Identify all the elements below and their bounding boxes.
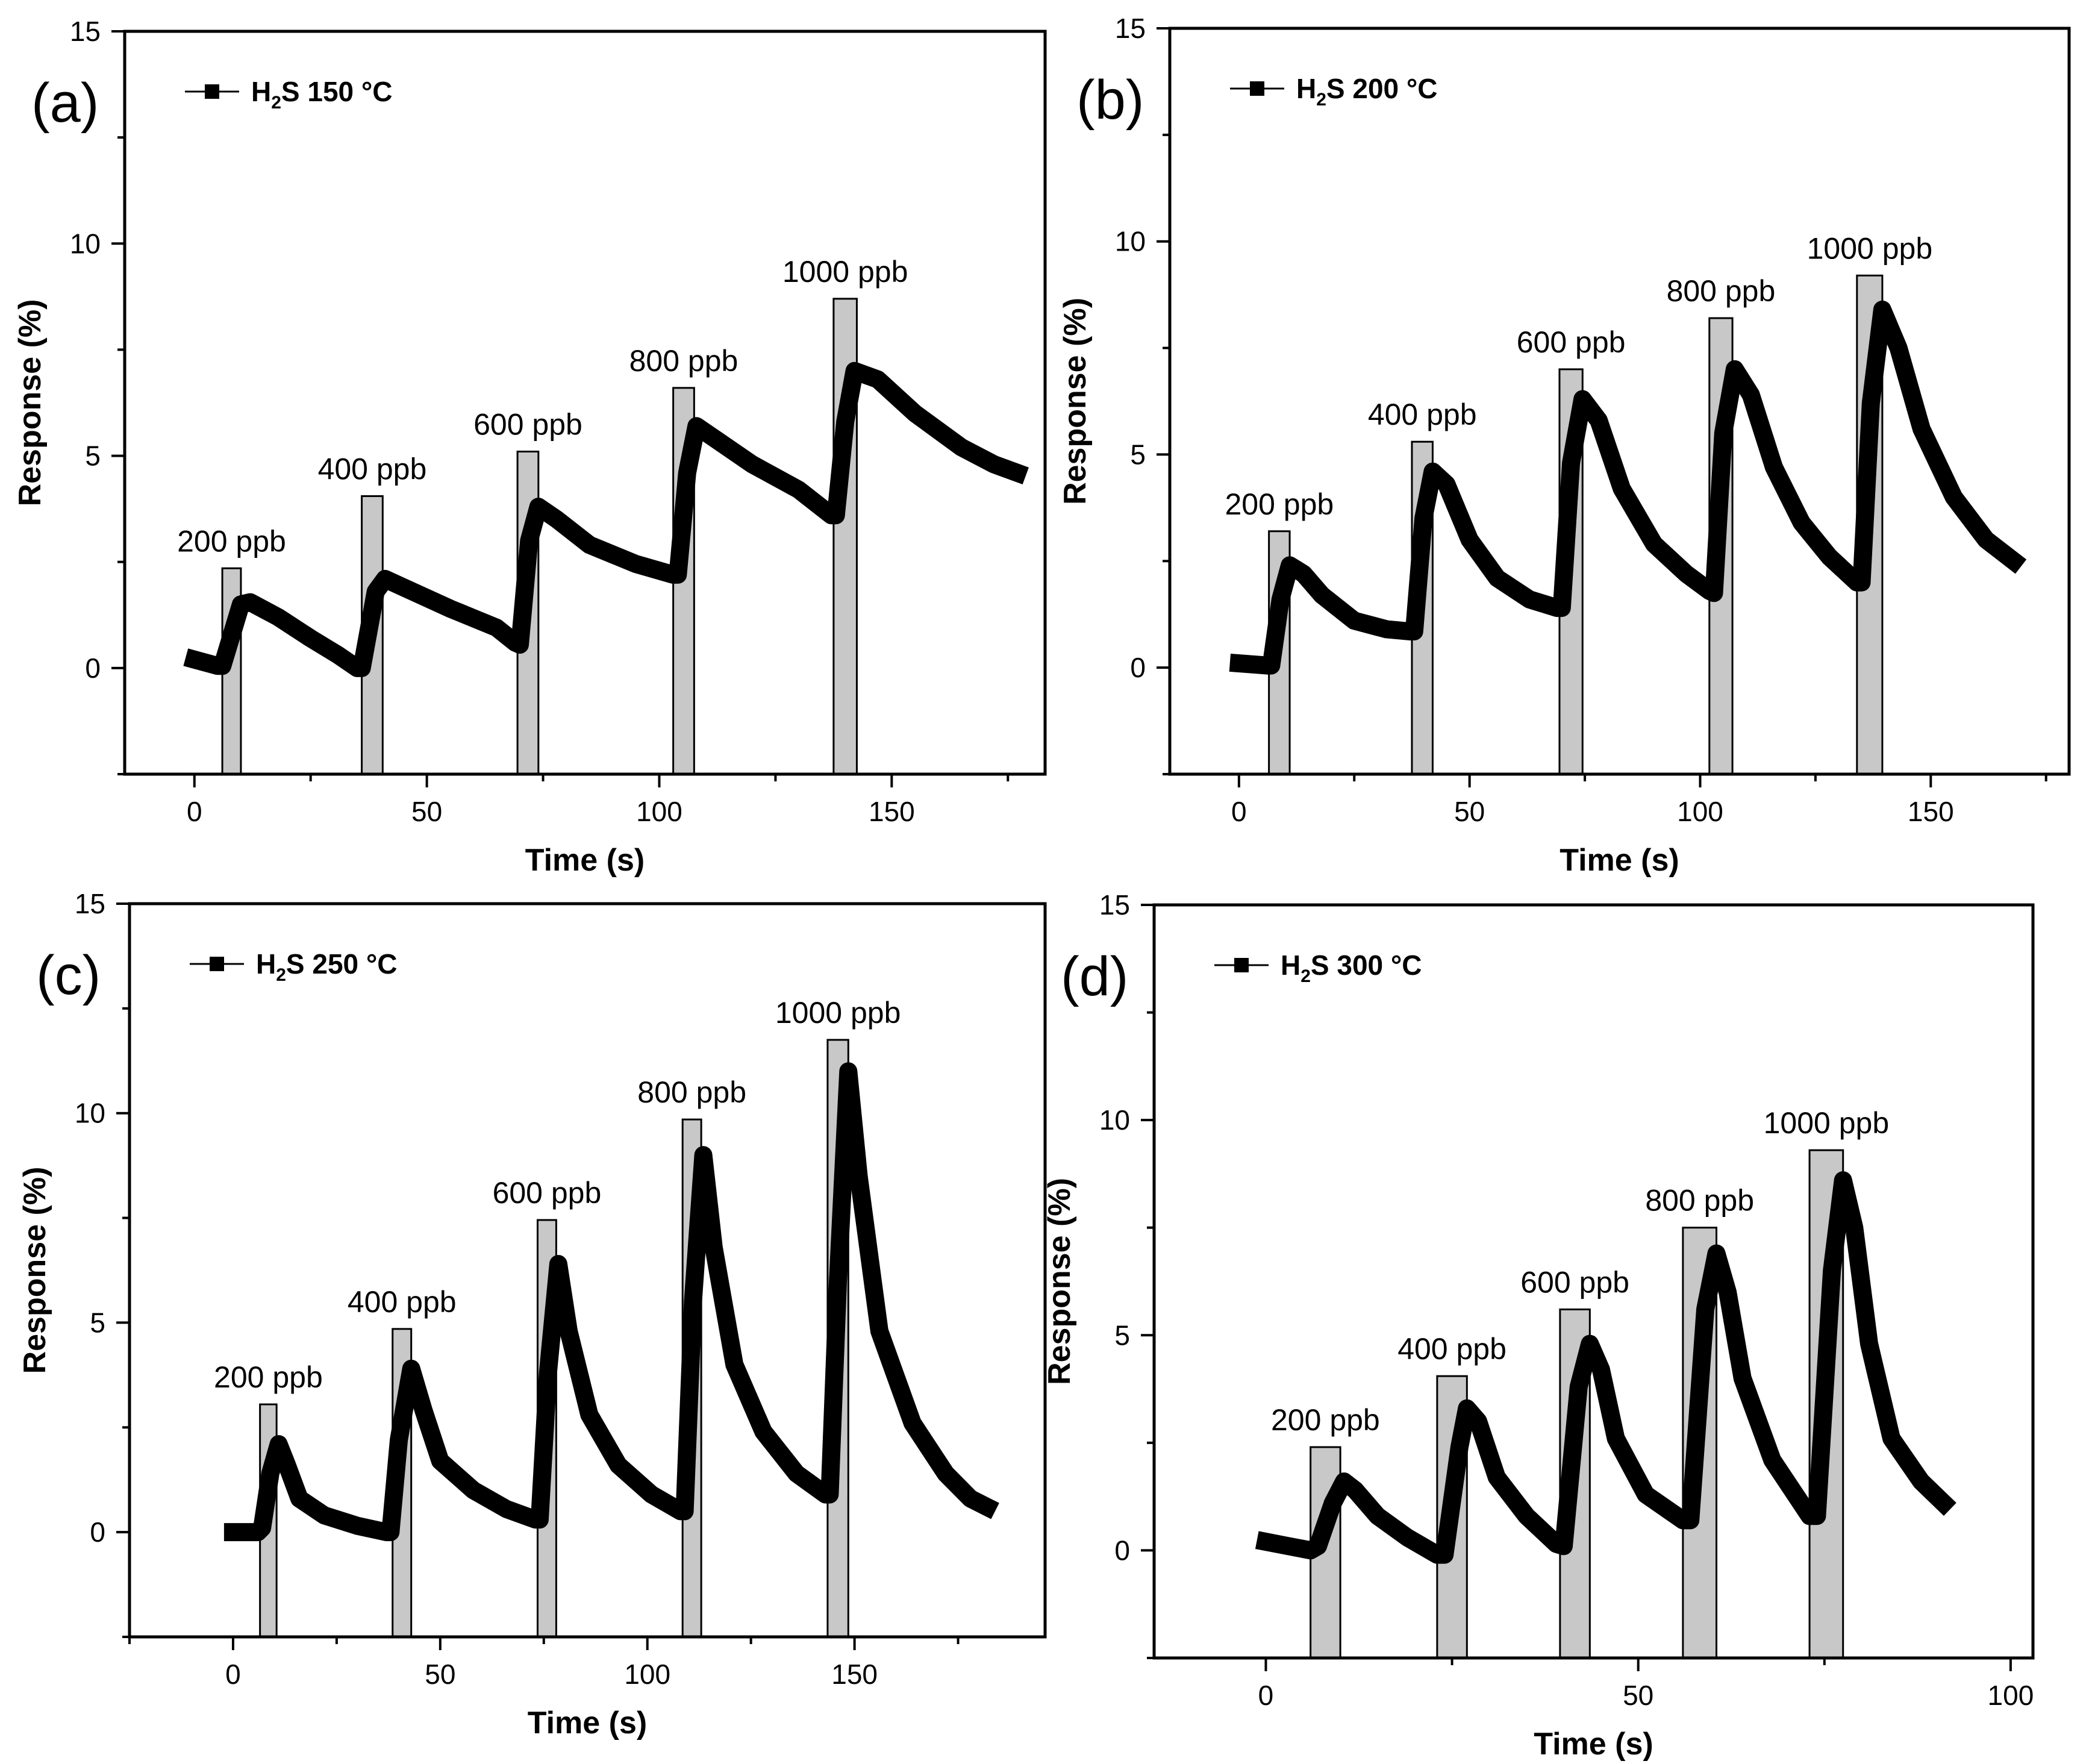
y-tick-label: 0 <box>1114 1534 1130 1566</box>
y-tick-label: 0 <box>85 652 101 684</box>
y-tick-label: 15 <box>1099 889 1130 921</box>
concentration-label: 400 ppb <box>1368 398 1477 431</box>
concentration-label: 400 ppb <box>1397 1332 1507 1366</box>
concentration-label: 800 ppb <box>637 1075 746 1109</box>
x-tick-label: 50 <box>411 796 442 827</box>
x-axis-title: Time (s) <box>528 1706 647 1741</box>
legend-prefix: H <box>251 76 271 107</box>
concentration-label: 400 ppb <box>348 1285 457 1319</box>
legend-subscript: 2 <box>1300 966 1311 986</box>
concentration-label: 1000 ppb <box>782 255 908 289</box>
legend-label: H2S 250 °C <box>256 948 398 985</box>
legend-suffix: S 300 °C <box>1311 949 1422 981</box>
concentration-label: 1000 ppb <box>775 996 901 1030</box>
concentration-label: 600 ppb <box>1520 1265 1629 1299</box>
plot-frame <box>1168 27 2071 776</box>
series-line <box>1255 1171 1956 1564</box>
legend-suffix: S 250 °C <box>286 948 398 980</box>
panel-label: (a) <box>31 72 99 134</box>
panel-label: (d) <box>1061 946 1128 1007</box>
concentration-label: 600 ppb <box>473 408 582 442</box>
legend-marker <box>1250 81 1264 96</box>
plot-frame <box>123 30 1047 776</box>
concentration-label: 1000 ppb <box>1764 1106 1890 1140</box>
panel-label: (b) <box>1076 69 1144 131</box>
y-tick-label: 10 <box>1099 1104 1130 1136</box>
y-tick-label: 15 <box>1115 13 1146 44</box>
x-tick-label: 100 <box>624 1659 670 1690</box>
y-tick-label: 10 <box>70 228 101 259</box>
x-tick-label: 50 <box>1623 1680 1653 1711</box>
concentration-label: 1000 ppb <box>1807 231 1933 265</box>
y-tick-label: 5 <box>1114 1319 1130 1351</box>
concentration-label: 800 ppb <box>629 344 738 378</box>
series-line <box>223 1062 999 1542</box>
legend-suffix: S 150 °C <box>281 76 393 107</box>
x-tick-label: 100 <box>1677 796 1723 827</box>
y-tick-label: 15 <box>70 16 101 47</box>
legend-suffix: S 200 °C <box>1326 73 1438 104</box>
concentration-label: 600 ppb <box>1517 325 1626 359</box>
y-axis-title: Response (%) <box>1042 1178 1077 1385</box>
x-tick-label: 50 <box>425 1659 455 1690</box>
legend-label: H2S 300 °C <box>1281 949 1422 986</box>
concentration-label: 200 ppb <box>1271 1403 1380 1437</box>
concentration-label: 200 ppb <box>177 524 286 558</box>
y-tick-label: 0 <box>1130 652 1146 683</box>
x-tick-label: 100 <box>636 796 682 827</box>
legend-label: H2S 200 °C <box>1296 73 1438 110</box>
legend-prefix: H <box>256 948 276 980</box>
legend-marker <box>210 957 224 971</box>
legend-label: H2S 150 °C <box>251 76 393 113</box>
series-line <box>1229 300 2027 675</box>
y-axis-title: Response (%) <box>1058 298 1093 505</box>
y-tick-label: 10 <box>1115 226 1146 257</box>
x-tick-label: 150 <box>831 1659 878 1690</box>
x-tick-label: 150 <box>869 796 915 827</box>
concentration-label: 200 ppb <box>1225 487 1334 521</box>
concentration-label: 400 ppb <box>318 452 427 486</box>
legend-marker <box>205 84 219 99</box>
y-tick-label: 0 <box>90 1516 105 1548</box>
concentration-label: 800 ppb <box>1667 274 1776 308</box>
concentration-label: 600 ppb <box>493 1176 602 1210</box>
legend-prefix: H <box>1281 949 1300 981</box>
y-tick-label: 15 <box>75 888 105 919</box>
plot-frame <box>128 902 1047 1639</box>
x-axis-title: Time (s) <box>1560 843 1679 878</box>
y-tick-label: 10 <box>75 1098 105 1129</box>
y-tick-label: 5 <box>85 440 101 472</box>
y-tick-label: 5 <box>90 1307 105 1338</box>
legend-marker <box>1234 958 1249 972</box>
concentration-label: 200 ppb <box>214 1360 323 1394</box>
series-line <box>183 361 1029 677</box>
x-tick-label: 0 <box>1231 796 1247 827</box>
y-axis-title: Response (%) <box>13 299 48 507</box>
x-tick-label: 0 <box>187 796 202 827</box>
x-axis-title: Time (s) <box>1534 1727 1653 1762</box>
x-axis-title: Time (s) <box>525 843 645 878</box>
plot-frame <box>1152 903 2035 1660</box>
legend-subscript: 2 <box>276 965 286 985</box>
y-axis-title: Response (%) <box>17 1167 52 1374</box>
concentration-label: 800 ppb <box>1645 1184 1754 1218</box>
x-tick-label: 0 <box>225 1659 241 1690</box>
legend-subscript: 2 <box>271 93 281 113</box>
x-tick-label: 0 <box>1258 1680 1274 1711</box>
panel-label: (c) <box>36 945 101 1006</box>
x-tick-label: 50 <box>1454 796 1485 827</box>
x-tick-label: 150 <box>1908 796 1954 827</box>
x-tick-label: 100 <box>1988 1680 2034 1711</box>
legend-prefix: H <box>1296 73 1316 104</box>
y-tick-label: 5 <box>1130 439 1146 470</box>
legend-subscript: 2 <box>1316 90 1326 110</box>
